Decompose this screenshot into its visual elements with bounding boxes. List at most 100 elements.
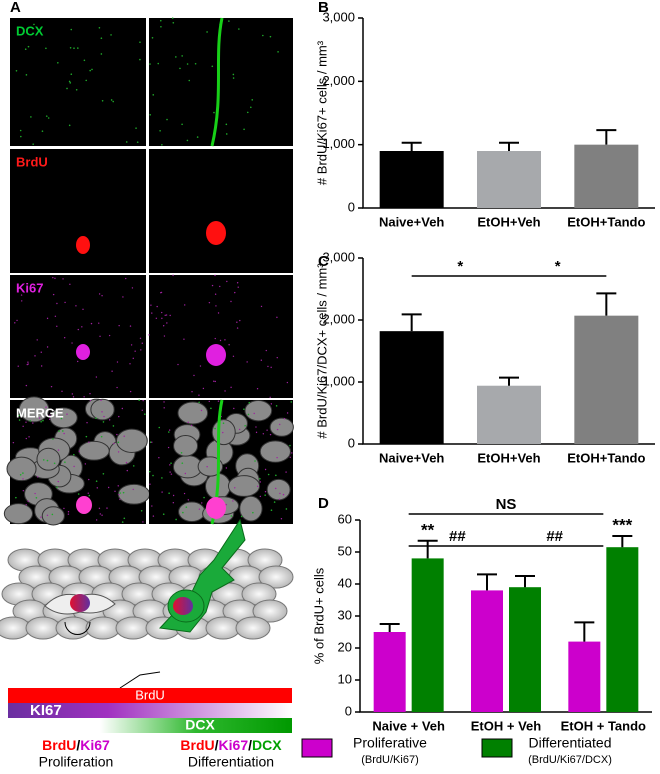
speck <box>273 501 276 503</box>
speck <box>243 128 245 131</box>
brdu-bar <box>8 688 292 703</box>
legend-note: (BrdU/Ki67/DCX) <box>528 754 612 766</box>
speck <box>181 55 183 57</box>
x-tick-label: Naive + Veh <box>372 718 445 733</box>
speck <box>259 477 261 480</box>
speck <box>72 396 75 398</box>
panel-label: D <box>318 495 329 512</box>
speck <box>182 511 184 514</box>
bracket-label: ## <box>546 528 563 545</box>
speck <box>15 69 18 72</box>
speck <box>251 99 254 101</box>
speck <box>60 417 63 420</box>
speck <box>280 518 283 520</box>
speck <box>25 421 27 423</box>
significance: *** <box>612 515 632 534</box>
speck <box>129 325 132 327</box>
speck <box>58 430 60 432</box>
speck <box>161 491 163 493</box>
speck <box>95 480 98 483</box>
speck <box>187 499 190 501</box>
speck <box>151 312 153 314</box>
legend-swatch <box>301 738 333 758</box>
cell <box>76 236 90 254</box>
speck <box>255 431 258 434</box>
bar <box>379 331 444 444</box>
bracket-label: * <box>457 258 463 275</box>
speck <box>188 79 191 82</box>
speck <box>100 37 103 40</box>
nucleus <box>178 501 206 522</box>
speck <box>183 338 185 340</box>
error-bar <box>401 141 422 151</box>
speck <box>203 496 205 499</box>
bar <box>509 587 541 712</box>
y-axis-label: # BrdU/Ki67/DCX+ cells / mm³ <box>314 263 329 439</box>
speck <box>232 77 235 79</box>
speck <box>56 486 58 489</box>
speck <box>69 82 72 84</box>
speck <box>177 363 179 366</box>
speck <box>87 492 89 494</box>
caption: Differentiation <box>188 754 274 770</box>
speck <box>117 485 119 487</box>
speck <box>250 106 252 109</box>
speck <box>112 425 115 427</box>
speck <box>15 496 17 499</box>
speck <box>238 428 241 431</box>
speck <box>210 407 212 410</box>
speck <box>78 450 81 452</box>
x-tick-label: EtOH+Veh <box>477 450 540 465</box>
speck <box>98 293 101 295</box>
speck <box>232 500 234 502</box>
speck <box>181 462 184 464</box>
speck <box>267 365 269 368</box>
speck <box>25 74 28 76</box>
speck <box>50 385 53 388</box>
nucleus <box>197 456 224 477</box>
speck <box>269 35 272 38</box>
tissue-cell <box>25 616 61 640</box>
speck <box>246 111 249 114</box>
speck <box>42 459 45 461</box>
speck <box>225 133 228 135</box>
speck <box>101 295 103 297</box>
error-bar <box>574 621 595 642</box>
speck <box>168 429 171 431</box>
error-bar <box>379 623 400 632</box>
cell <box>206 221 226 245</box>
speck <box>160 25 162 28</box>
speck <box>129 363 131 365</box>
speck <box>252 511 254 514</box>
speck <box>184 304 186 306</box>
nucleus <box>227 475 261 497</box>
speck <box>64 301 66 304</box>
speck <box>232 73 235 76</box>
speck <box>19 129 22 132</box>
speck <box>103 415 105 418</box>
speck <box>291 452 293 454</box>
error-bar <box>515 575 535 588</box>
marker: BrdU <box>42 737 76 753</box>
tissue-cell <box>252 599 288 623</box>
bar <box>606 547 639 712</box>
y-tick-label: 2,000 <box>322 73 355 88</box>
panel-label: A <box>10 0 21 16</box>
y-tick-label: 3,000 <box>322 249 355 264</box>
speck <box>63 507 65 510</box>
speck <box>88 441 90 443</box>
bar <box>477 385 541 444</box>
speck <box>98 27 101 29</box>
speck <box>63 337 66 339</box>
speck <box>279 423 281 426</box>
nucleus <box>18 396 50 423</box>
speck <box>161 317 163 320</box>
speck <box>228 20 230 22</box>
speck <box>148 470 151 473</box>
speck <box>156 305 158 308</box>
speck <box>247 413 250 416</box>
speck <box>95 376 98 378</box>
speck <box>169 314 171 317</box>
tissue-cell <box>235 616 271 640</box>
speck <box>54 315 57 317</box>
